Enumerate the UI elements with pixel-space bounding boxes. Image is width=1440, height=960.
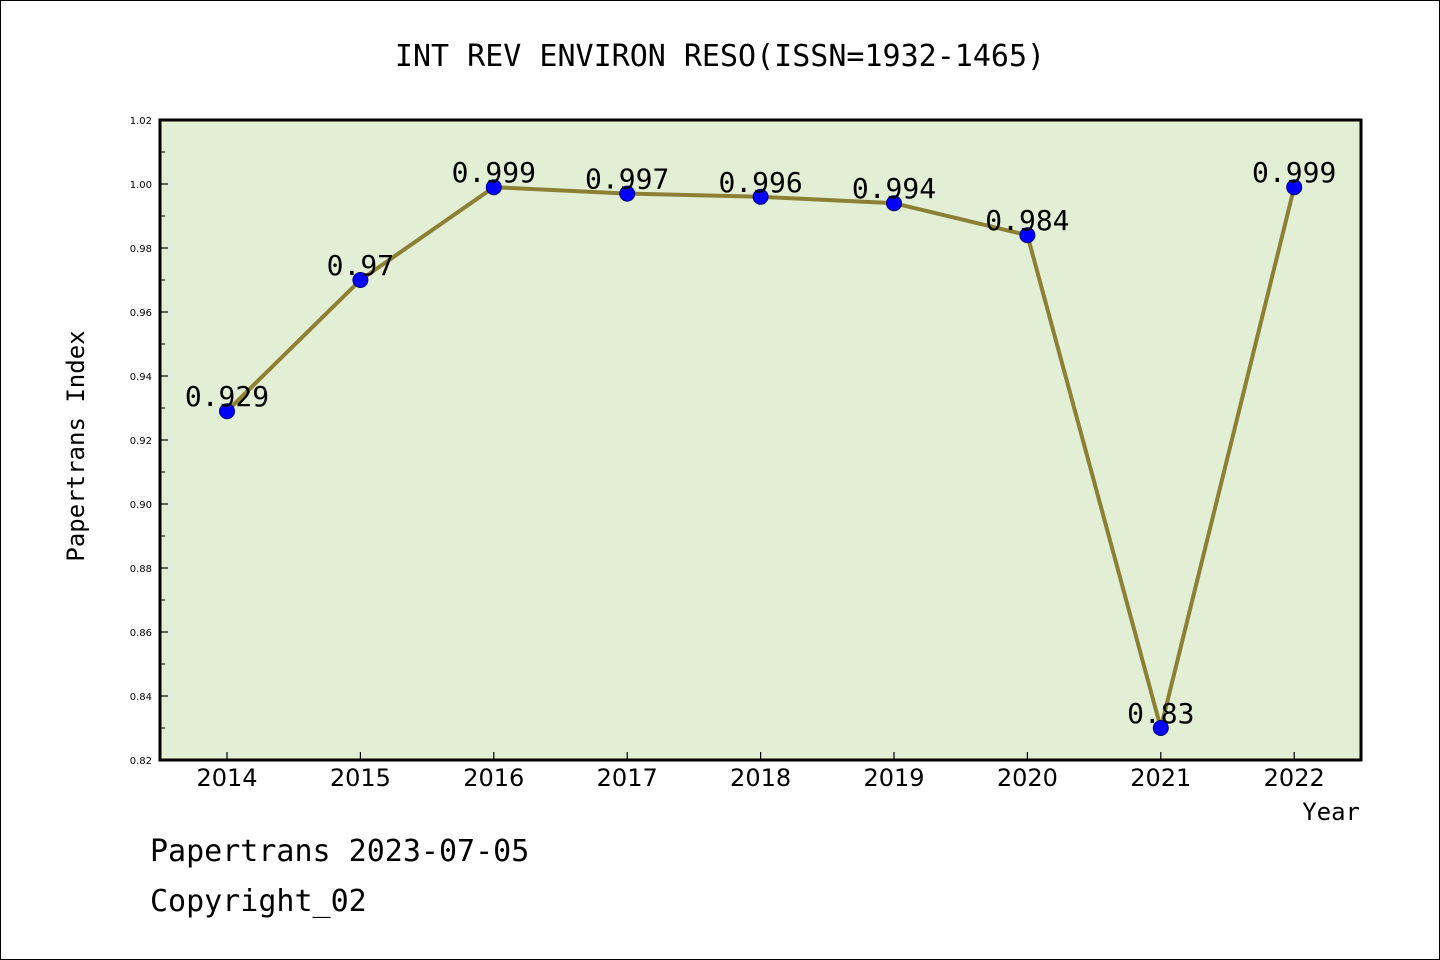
x-tick-label: 2020	[997, 764, 1058, 792]
y-tick-label: 0.86	[130, 628, 152, 639]
y-tick-label: 0.94	[130, 372, 152, 383]
y-tick-label: 0.84	[130, 692, 152, 703]
x-tick-label: 2016	[463, 764, 524, 792]
y-tick-label: 0.82	[130, 756, 152, 767]
data-point	[1152, 720, 1169, 736]
chart-title: INT REV ENVIRON RESO(ISSN=1932-1465)	[395, 39, 1045, 74]
data-point	[1286, 179, 1303, 196]
data-labels: 0.929 0.97 0.999 0.997 0.996 0.994 0.984 0.83 0.…	[185, 156, 1336, 730]
x-tick-label: 2015	[330, 764, 391, 792]
y-axis-label: Papertrans Index	[62, 330, 90, 561]
x-tick-label: 2021	[1130, 764, 1191, 792]
data-point	[352, 272, 369, 288]
data-point	[752, 188, 769, 205]
data-label: 0.929	[185, 380, 269, 413]
x-tick-label: 2019	[863, 764, 924, 792]
x-axis-label: Year	[1302, 798, 1360, 826]
data-label: 0.996	[718, 166, 802, 199]
y-tick-label: 1.00	[130, 180, 152, 191]
data-point	[1019, 227, 1036, 244]
data-point	[619, 185, 636, 202]
footer-date: Papertrans 2023-07-05	[150, 834, 530, 869]
data-label: 0.994	[852, 172, 936, 205]
y-tick-label: 0.96	[130, 308, 152, 319]
data-point	[219, 403, 235, 420]
footer-copyright: Copyright_02	[150, 884, 367, 919]
y-axis: 0.82 0.84 0.86 0.88 0.90 0.92 0.94 0.96 0.98 1.00…	[130, 116, 168, 767]
y-tick-label: 1.02	[130, 116, 152, 127]
data-point	[485, 179, 502, 196]
data-label: 0.97	[327, 249, 394, 282]
y-tick-label: 0.88	[130, 564, 152, 575]
x-tick-label: 2014	[196, 764, 257, 792]
y-tick-label: 0.98	[130, 244, 152, 255]
x-axis: 2014 2015 2016 2017 2018 2019 2020 2021 2022	[196, 752, 1325, 792]
data-label: 0.999	[1252, 156, 1336, 189]
plot-area	[158, 118, 1363, 762]
data-label: 0.984	[985, 204, 1069, 237]
data-label: 0.83	[1127, 697, 1194, 730]
data-label: 0.999	[452, 156, 536, 189]
data-point	[886, 195, 902, 212]
data-markers	[219, 179, 1303, 736]
y-tick-label: 0.92	[130, 436, 152, 447]
x-tick-label: 2018	[730, 764, 791, 792]
x-tick-label: 2022	[1264, 764, 1325, 792]
y-tick-label: 0.90	[130, 500, 152, 511]
data-label: 0.997	[585, 163, 669, 196]
x-tick-label: 2017	[597, 764, 658, 792]
